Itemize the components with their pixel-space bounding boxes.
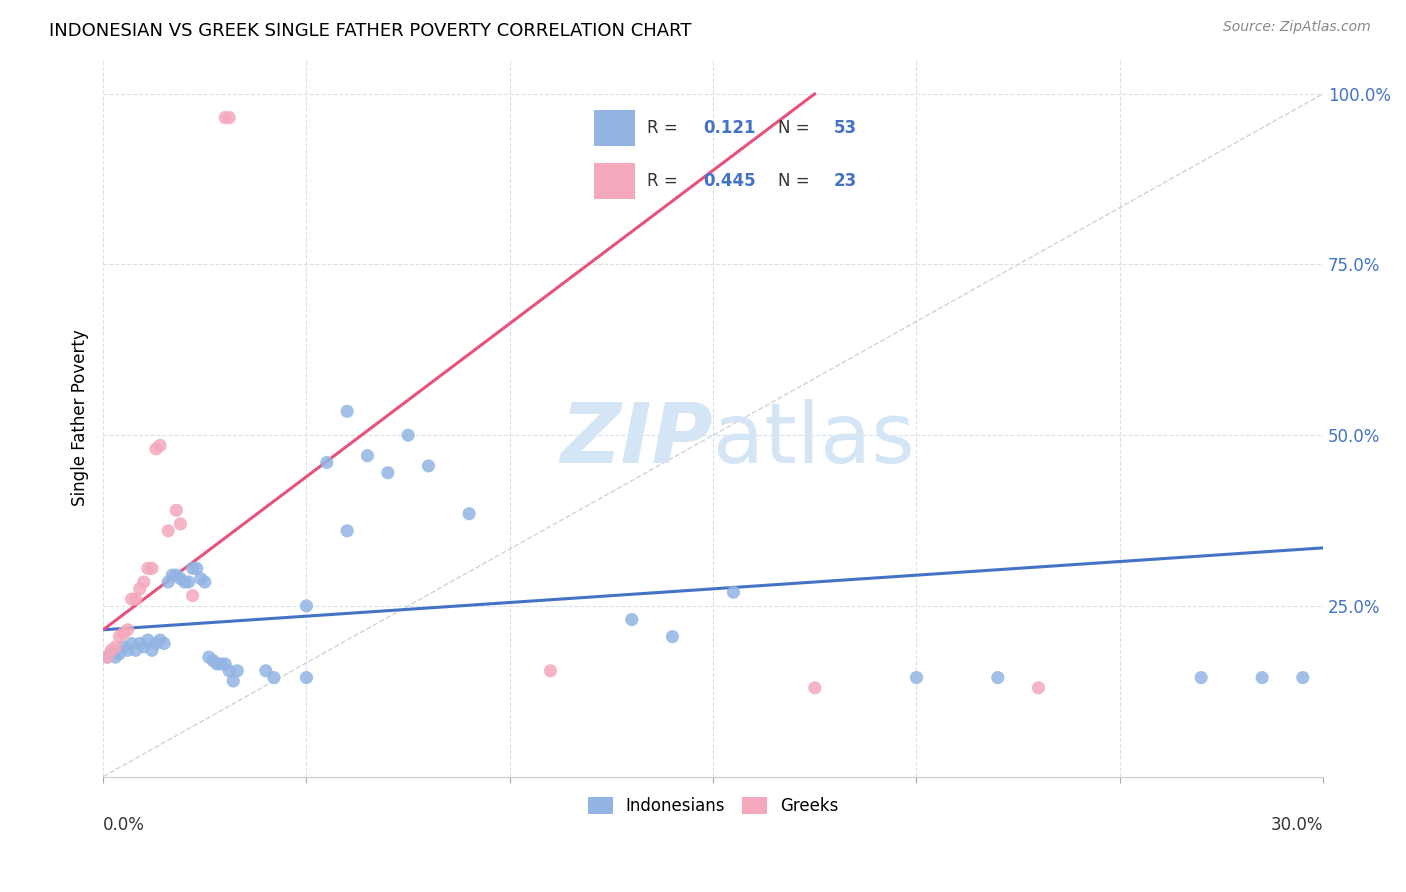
Point (198, 650, 221, 665)
Point (1292, 671, 1315, 685)
Point (905, 671, 928, 685)
Point (132, 640, 155, 654)
Point (136, 561, 159, 575)
Point (136, 633, 159, 648)
Point (418, 458, 440, 473)
Point (141, 643, 163, 657)
Point (157, 574, 180, 589)
Point (190, 572, 212, 586)
Point (104, 640, 127, 654)
Text: 0.0%: 0.0% (103, 816, 145, 834)
Point (124, 643, 146, 657)
Point (661, 630, 683, 644)
Text: INDONESIAN VS GREEK SINGLE FATHER POVERTY CORRELATION CHART: INDONESIAN VS GREEK SINGLE FATHER POVERT… (49, 22, 692, 40)
Point (396, 428, 419, 442)
Point (145, 636, 167, 650)
Point (205, 657, 228, 671)
Point (254, 664, 277, 678)
Point (149, 633, 172, 648)
Point (458, 507, 481, 521)
Point (214, 111, 236, 125)
Point (121, 636, 143, 650)
Point (218, 111, 240, 125)
Point (112, 640, 135, 654)
Legend: Indonesians, Greeks: Indonesians, Greeks (581, 790, 845, 822)
Point (162, 568, 184, 582)
Text: atlas: atlas (713, 399, 915, 480)
Point (987, 671, 1010, 685)
Point (169, 516, 191, 531)
Point (209, 657, 232, 671)
Point (620, 613, 643, 627)
Point (132, 574, 155, 589)
Point (117, 643, 139, 657)
Point (356, 449, 378, 463)
Point (128, 636, 150, 650)
Point (263, 671, 285, 685)
Point (181, 589, 204, 603)
Point (117, 623, 139, 637)
Point (141, 561, 163, 575)
Point (165, 503, 187, 517)
Point (149, 438, 172, 452)
Point (723, 585, 745, 599)
Point (201, 654, 224, 668)
Text: ZIP: ZIP (561, 399, 713, 480)
Point (804, 681, 827, 695)
Point (377, 466, 399, 480)
Point (157, 524, 180, 538)
Point (108, 647, 131, 661)
Point (295, 671, 318, 685)
Y-axis label: Single Father Poverty: Single Father Poverty (72, 330, 89, 507)
Point (295, 599, 318, 613)
Point (1028, 681, 1050, 695)
Point (177, 574, 200, 589)
Point (1251, 671, 1274, 685)
Point (153, 636, 176, 650)
Point (1189, 671, 1212, 685)
Point (540, 664, 562, 678)
Text: Source: ZipAtlas.com: Source: ZipAtlas.com (1223, 20, 1371, 34)
Point (100, 643, 122, 657)
Point (186, 561, 208, 575)
Text: 30.0%: 30.0% (1271, 816, 1323, 834)
Point (218, 664, 240, 678)
Point (226, 664, 249, 678)
Point (336, 404, 359, 418)
Point (222, 673, 245, 688)
Point (96, 650, 118, 665)
Point (145, 442, 167, 456)
Point (315, 455, 337, 469)
Point (336, 524, 359, 538)
Point (181, 561, 204, 575)
Point (96, 650, 118, 665)
Point (165, 568, 187, 582)
Point (121, 592, 143, 607)
Point (128, 582, 150, 596)
Point (194, 574, 217, 589)
Point (169, 572, 191, 586)
Point (214, 657, 236, 671)
Point (100, 647, 122, 661)
Point (112, 626, 135, 640)
Point (173, 574, 195, 589)
Point (124, 592, 146, 607)
Point (104, 650, 127, 665)
Point (108, 630, 131, 644)
